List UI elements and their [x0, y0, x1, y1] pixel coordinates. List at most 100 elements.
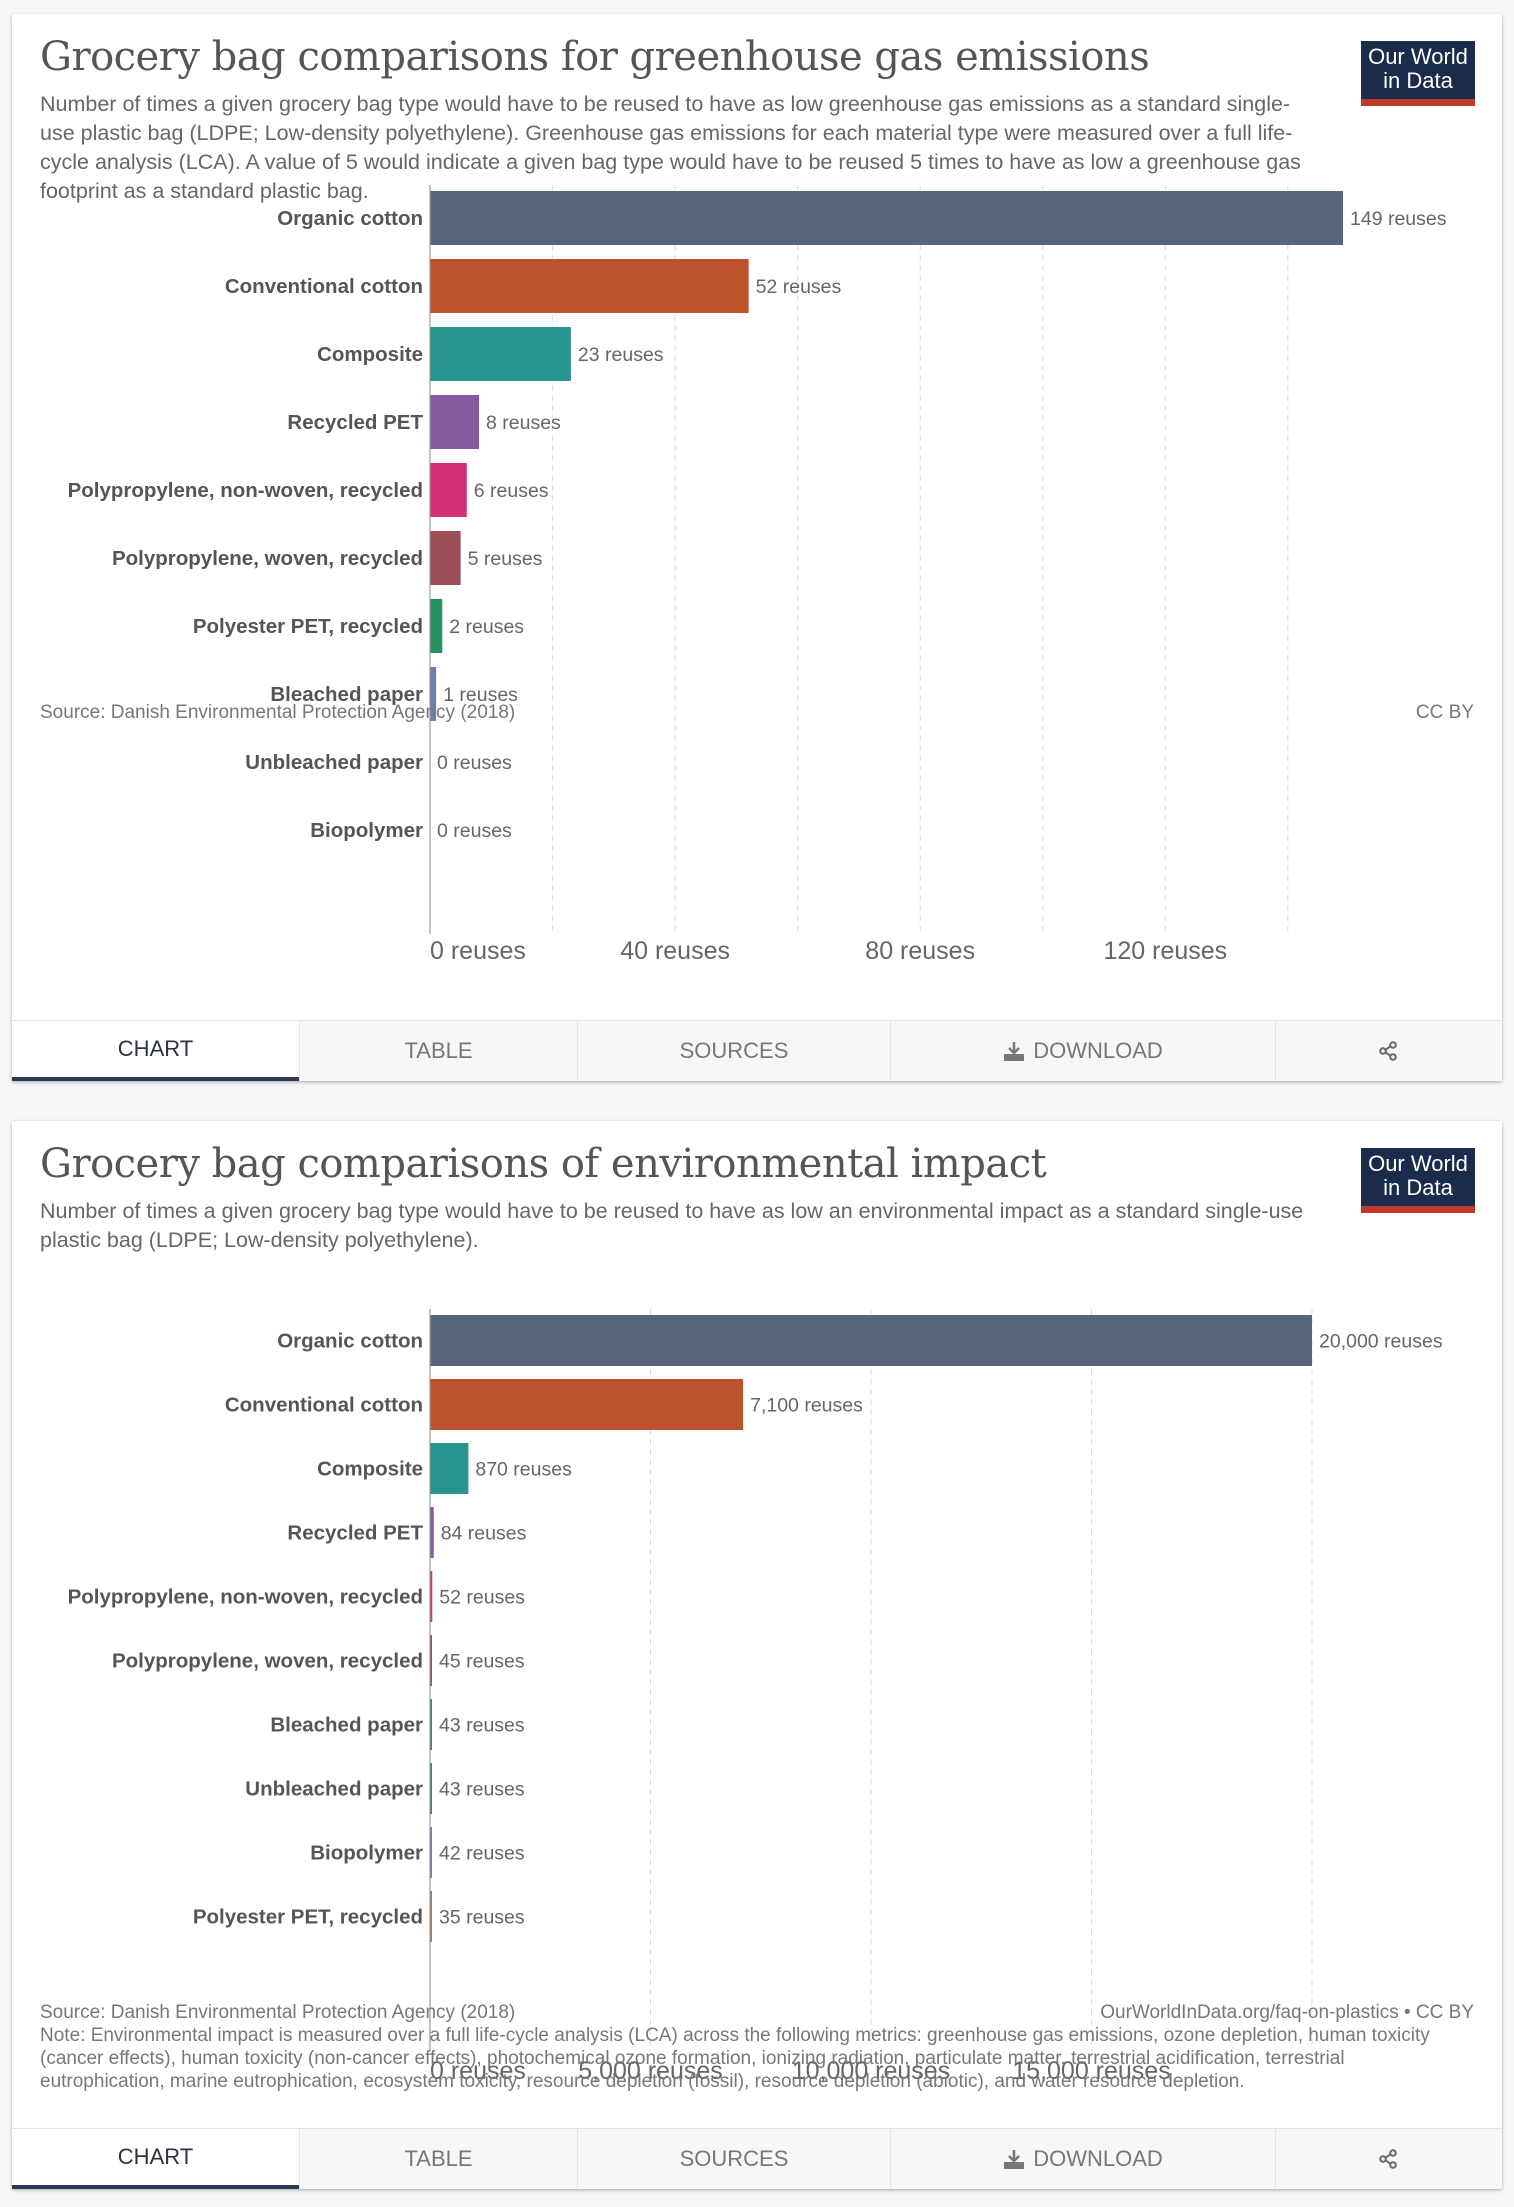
value-label: 20,000 reuses [1319, 1331, 1443, 1353]
tab-chart[interactable]: CHART [12, 2129, 299, 2189]
share-icon [1379, 1041, 1399, 1061]
bar[interactable] [430, 327, 571, 381]
chart-title: Grocery bag comparisons for greenhouse g… [40, 34, 1150, 80]
tab-sources[interactable]: SOURCES [577, 1021, 890, 1081]
bar[interactable] [430, 1443, 469, 1494]
tab-table[interactable]: TABLE [299, 2129, 577, 2189]
value-label: 35 reuses [439, 1907, 525, 1929]
x-tick-label: 120 reuses [1103, 937, 1227, 965]
category-label: Bleached paper [270, 1714, 423, 1737]
value-label: 149 reuses [1350, 208, 1447, 230]
chart-card-greenhouse: Grocery bag comparisons for greenhouse g… [12, 14, 1502, 1081]
value-label: 6 reuses [474, 480, 549, 502]
value-label: 8 reuses [486, 412, 561, 434]
bar-chart-greenhouse: Organic cotton 149 reuses Conventional cot… [68, 185, 1447, 965]
value-label: 23 reuses [578, 344, 664, 366]
value-label: 52 reuses [439, 1587, 525, 1609]
bar[interactable] [430, 1315, 1312, 1366]
bar[interactable] [430, 1571, 433, 1622]
download-icon [1003, 2148, 1025, 2170]
bar[interactable] [430, 1379, 744, 1430]
logo-line-2: in Data [1383, 1175, 1453, 1200]
category-label: Polyester PET, recycled [193, 1906, 423, 1929]
tab-share[interactable] [1275, 1021, 1502, 1081]
bar[interactable] [430, 1763, 432, 1814]
tab-download-label: DOWNLOAD [1033, 2146, 1163, 2171]
category-label: Conventional cotton [225, 1394, 423, 1417]
category-label: Polyester PET, recycled [193, 615, 423, 638]
license-link[interactable]: CC BY [1415, 702, 1474, 723]
value-label: 43 reuses [439, 1715, 525, 1737]
x-tick-label: 40 reuses [620, 937, 730, 965]
bar[interactable] [430, 667, 437, 721]
value-label: 52 reuses [756, 276, 842, 298]
tab-download-label: DOWNLOAD [1033, 1038, 1163, 1063]
bar[interactable] [430, 1891, 432, 1942]
tab-share[interactable] [1275, 2129, 1502, 2189]
x-tick-label: 10,000 reuses [792, 2057, 950, 2085]
category-label: Conventional cotton [225, 275, 423, 298]
value-label: 5 reuses [468, 548, 543, 570]
owid-logo[interactable]: Our World in Data [1361, 41, 1475, 106]
bar[interactable] [430, 395, 480, 449]
chart-title: Grocery bag comparisons of environmental… [40, 1141, 1047, 1187]
tab-table-label: TABLE [404, 1038, 473, 1063]
tab-download[interactable]: DOWNLOAD [890, 1021, 1275, 1081]
download-icon [1003, 1040, 1025, 1062]
value-label: 0 reuses [437, 820, 512, 842]
value-label: 7,100 reuses [750, 1395, 863, 1417]
tab-chart[interactable]: CHART [12, 1021, 299, 1081]
x-tick-label: 0 reuses [430, 937, 526, 965]
chart-card-environmental: Grocery bag comparisons of environmental… [12, 1121, 1502, 2189]
bar[interactable] [430, 1507, 434, 1558]
share-icon [1379, 2149, 1399, 2169]
x-tick-label: 15,000 reuses [1012, 2057, 1170, 2085]
x-tick-label: 5,000 reuses [578, 2057, 723, 2085]
owid-logo[interactable]: Our World in Data [1361, 1148, 1475, 1213]
category-label: Polypropylene, non-woven, recycled [68, 1586, 423, 1609]
value-label: 45 reuses [439, 1651, 525, 1673]
license-link[interactable]: OurWorldInData.org/faq-on-plastics • CC … [1100, 2002, 1474, 2023]
bar[interactable] [430, 531, 461, 585]
tab-sources-label: SOURCES [679, 2146, 789, 2171]
tab-chart-label: CHART [117, 2144, 194, 2169]
value-label: 0 reuses [437, 752, 512, 774]
value-label: 2 reuses [449, 616, 524, 638]
source-text: Source: Danish Environmental Protection … [40, 2002, 516, 2023]
logo-line-1: Our World [1368, 1151, 1468, 1176]
chart-subtitle: Number of times a given grocery bag type… [40, 1199, 1304, 1252]
category-label: Polypropylene, woven, recycled [112, 1650, 423, 1673]
value-label: 42 reuses [439, 1843, 525, 1865]
category-label: Unbleached paper [245, 751, 423, 774]
value-label: 1 reuses [443, 684, 518, 706]
bar[interactable] [430, 259, 749, 313]
logo-line-2: in Data [1383, 68, 1453, 93]
logo-line-1: Our World [1368, 44, 1468, 69]
tab-chart-label: CHART [117, 1036, 194, 1061]
note-text: Note: Environmental impact is measured o… [40, 2025, 1430, 2092]
category-label: Organic cotton [277, 207, 423, 230]
category-label: Composite [317, 1458, 423, 1481]
category-label: Organic cotton [277, 1330, 423, 1353]
tab-download[interactable]: DOWNLOAD [890, 2129, 1275, 2189]
bar[interactable] [430, 599, 443, 653]
bar[interactable] [430, 1827, 432, 1878]
bar[interactable] [430, 191, 1343, 245]
category-label: Polypropylene, non-woven, recycled [68, 479, 423, 502]
tab-table[interactable]: TABLE [299, 1021, 577, 1081]
chart-subtitle: Number of times a given grocery bag type… [40, 92, 1301, 203]
tab-table-label: TABLE [404, 2146, 473, 2171]
category-label: Recycled PET [287, 411, 423, 434]
bar[interactable] [430, 1699, 432, 1750]
tab-sources-label: SOURCES [679, 1038, 789, 1063]
bar[interactable] [430, 1635, 432, 1686]
x-tick-label: 0 reuses [430, 2057, 526, 2085]
bar[interactable] [430, 463, 467, 517]
source-text: Source: Danish Environmental Protection … [40, 702, 516, 723]
category-label: Biopolymer [310, 819, 423, 842]
value-label: 84 reuses [441, 1523, 527, 1545]
tab-bar: CHART TABLE SOURCES DOWNLOAD [12, 2128, 1502, 2189]
tab-sources[interactable]: SOURCES [577, 2129, 890, 2189]
category-label: Biopolymer [310, 1842, 423, 1865]
category-label: Composite [317, 343, 423, 366]
